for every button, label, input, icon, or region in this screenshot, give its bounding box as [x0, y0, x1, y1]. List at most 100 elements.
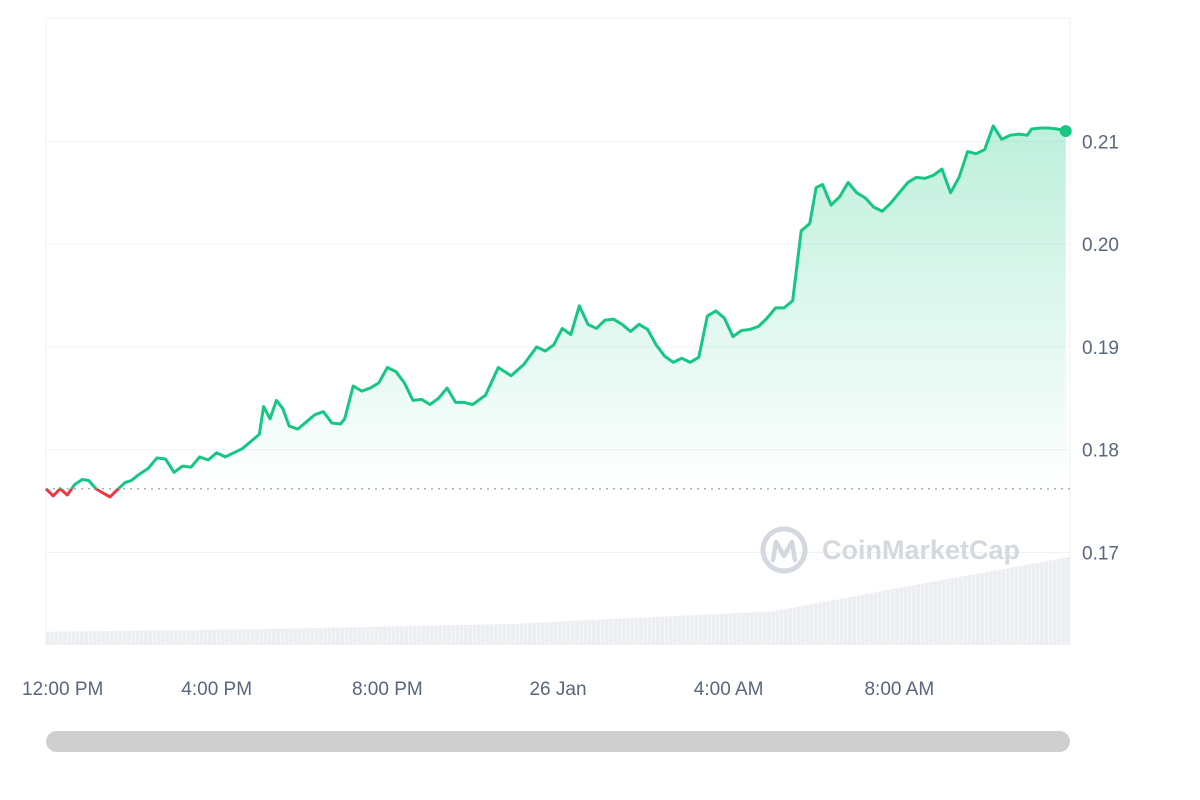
volume-bar	[46, 631, 50, 645]
volume-bar	[387, 626, 392, 645]
volume-bar	[476, 624, 481, 645]
volume-bar	[156, 630, 161, 645]
volume-bar	[929, 582, 933, 645]
volume-bar	[592, 619, 596, 645]
volume-bar	[843, 598, 848, 645]
volume-bar	[430, 625, 434, 645]
volume-bar	[728, 613, 733, 645]
volume-bar	[489, 624, 494, 645]
volume-bar	[924, 582, 929, 645]
volume-bar	[464, 624, 468, 645]
volume-bar	[139, 630, 144, 645]
volume-bar	[643, 617, 648, 645]
volume-bar	[1023, 565, 1027, 646]
volume-bar	[686, 615, 690, 645]
volume-bar	[58, 631, 63, 645]
volume-bar	[220, 629, 225, 645]
volume-bar	[562, 621, 567, 645]
volume-bar	[784, 608, 788, 646]
volume-bar	[383, 626, 387, 645]
volume-bar	[63, 631, 67, 645]
volume-bar	[468, 624, 473, 645]
volume-bar	[88, 631, 93, 645]
volume-bar	[720, 613, 724, 645]
x-tick-label: 8:00 PM	[352, 679, 423, 700]
coinmarketcap-logo-icon	[760, 526, 808, 574]
volume-bar	[293, 628, 298, 645]
volume-bar	[511, 623, 515, 645]
volume-bar	[750, 612, 754, 645]
volume-bar	[788, 608, 793, 645]
volume-bar	[152, 630, 157, 645]
volume-bar	[767, 611, 771, 645]
volume-bar	[451, 625, 456, 645]
x-tick-label: 26 Jan	[529, 679, 586, 700]
y-tick-label: 0.17	[1082, 543, 1119, 564]
volume-bar	[455, 625, 460, 645]
volume-bar	[506, 624, 511, 645]
y-tick-label: 0.18	[1082, 441, 1119, 462]
volume-bar	[101, 631, 106, 645]
volume-bar	[822, 601, 827, 645]
volume-bar	[1027, 564, 1032, 646]
volume-bar	[579, 620, 584, 645]
volume-bar	[762, 611, 767, 645]
volume-bar	[801, 605, 805, 645]
volume-bar	[80, 631, 84, 645]
volume-bar	[583, 620, 588, 645]
volume-bar	[225, 629, 229, 645]
volume-bar	[280, 628, 285, 645]
volume-bar	[353, 627, 357, 645]
volume-bar	[472, 624, 477, 645]
volume-bar	[400, 626, 404, 645]
volume-bar	[703, 614, 707, 645]
volume-bar	[374, 626, 379, 645]
volume-bar	[340, 627, 345, 645]
volume-bar	[997, 569, 1002, 646]
volume-bar	[647, 617, 652, 645]
volume-bar	[660, 616, 665, 645]
volume-bar	[946, 578, 951, 645]
volume-bar	[438, 625, 443, 645]
volume-bar	[92, 631, 97, 645]
volume-bar	[242, 629, 247, 645]
volume-bar	[754, 612, 759, 645]
volume-bar	[895, 588, 899, 645]
volume-bar	[732, 613, 737, 645]
volume-bar	[216, 629, 221, 645]
volume-bar	[131, 630, 136, 645]
volume-bar	[1018, 565, 1023, 645]
volume-bar	[673, 616, 677, 645]
volume-bar	[558, 621, 562, 645]
volume-bar	[1044, 561, 1049, 645]
volume-bar	[604, 619, 609, 645]
volume-bar	[617, 618, 622, 645]
volume-bar	[118, 630, 123, 645]
volume-bar	[711, 614, 716, 645]
volume-bar	[169, 630, 174, 645]
volume-bar	[50, 631, 55, 645]
volume-bar	[933, 581, 938, 645]
volume-bar	[255, 629, 259, 645]
volume-bar	[195, 629, 200, 645]
volume-bar	[144, 630, 148, 645]
volume-bar	[856, 595, 861, 645]
volume-bar	[161, 630, 165, 645]
volume-bar	[54, 631, 59, 645]
volume-bar	[97, 631, 101, 645]
volume-bar	[425, 625, 430, 645]
volume-bar	[199, 629, 204, 645]
volume-bar	[835, 599, 840, 646]
timeline-scrollbar[interactable]	[46, 731, 1070, 752]
volume-bar	[775, 610, 780, 645]
volume-bar	[805, 605, 810, 645]
volume-bar	[1065, 557, 1070, 645]
volume-bar	[737, 613, 741, 645]
volume-bar	[715, 614, 720, 645]
volume-bar	[246, 629, 251, 645]
volume-bar	[75, 631, 80, 645]
volume-bar	[553, 621, 558, 645]
volume-bar	[540, 622, 545, 645]
volume-bar	[741, 612, 746, 645]
